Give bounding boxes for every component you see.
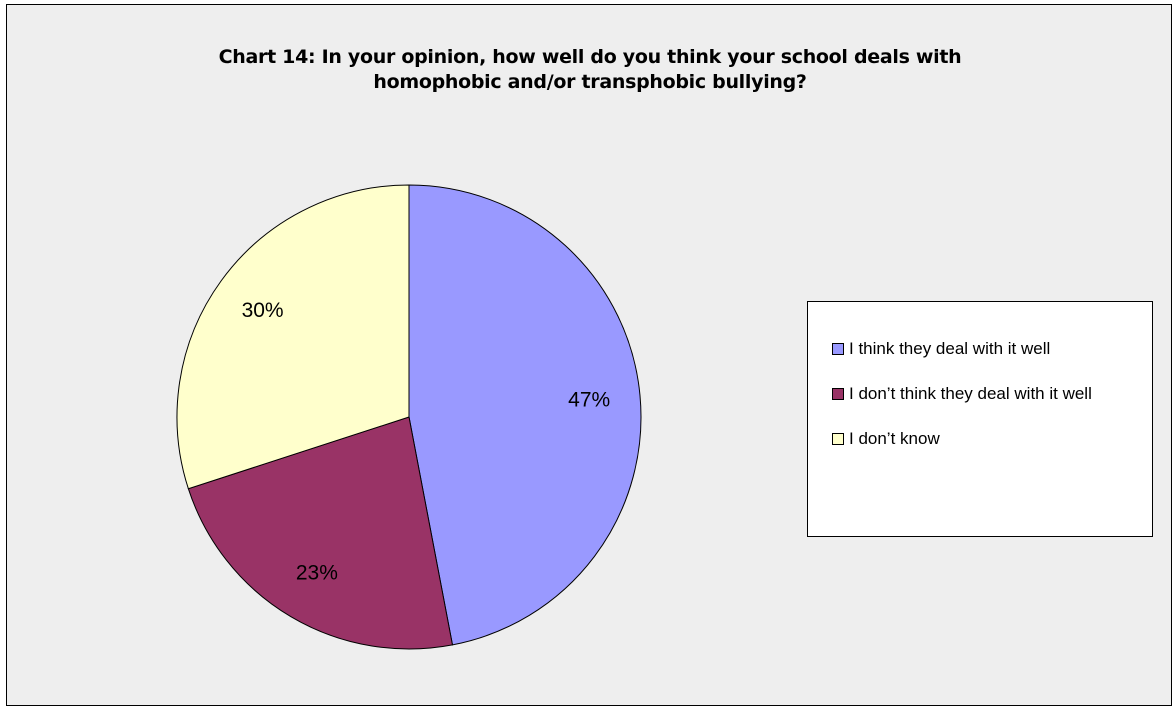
data-label-dealt-well: 47% <box>568 388 610 411</box>
legend: I think they deal with it well I don’t t… <box>807 301 1153 537</box>
legend-swatch-dealt-well <box>832 343 844 355</box>
legend-item-dealt-well: I think they deal with it well <box>832 338 1139 360</box>
pie-slice-dealt-well <box>408 184 642 646</box>
legend-label-not-dealt-well: I don’t think they deal with it well <box>849 384 1092 403</box>
data-label-dont-know: 30% <box>242 299 284 322</box>
legend-item-dont-know: I don’t know <box>832 428 1139 450</box>
data-label-not-dealt-well: 23% <box>296 561 338 584</box>
legend-swatch-dont-know <box>832 433 844 445</box>
legend-swatch-not-dealt-well <box>832 388 844 400</box>
legend-item-not-dealt-well: I don’t think they deal with it well <box>832 383 1139 405</box>
chart-title-line-2: homophobic and/or transphobic bullying? <box>373 71 807 93</box>
chart-title-line-1: Chart 14: In your opinion, how well do y… <box>218 46 962 68</box>
legend-label-dealt-well: I think they deal with it well <box>849 339 1051 358</box>
legend-label-dont-know: I don’t know <box>849 429 940 448</box>
pie-slice-not-dealt-well <box>187 416 454 650</box>
pie-slice-dont-know <box>176 184 410 490</box>
pie-chart: 47% 23% 30% <box>176 184 642 650</box>
chart-area: Chart 14: In your opinion, how well do y… <box>6 4 1172 706</box>
chart-title: Chart 14: In your opinion, how well do y… <box>7 45 1173 95</box>
